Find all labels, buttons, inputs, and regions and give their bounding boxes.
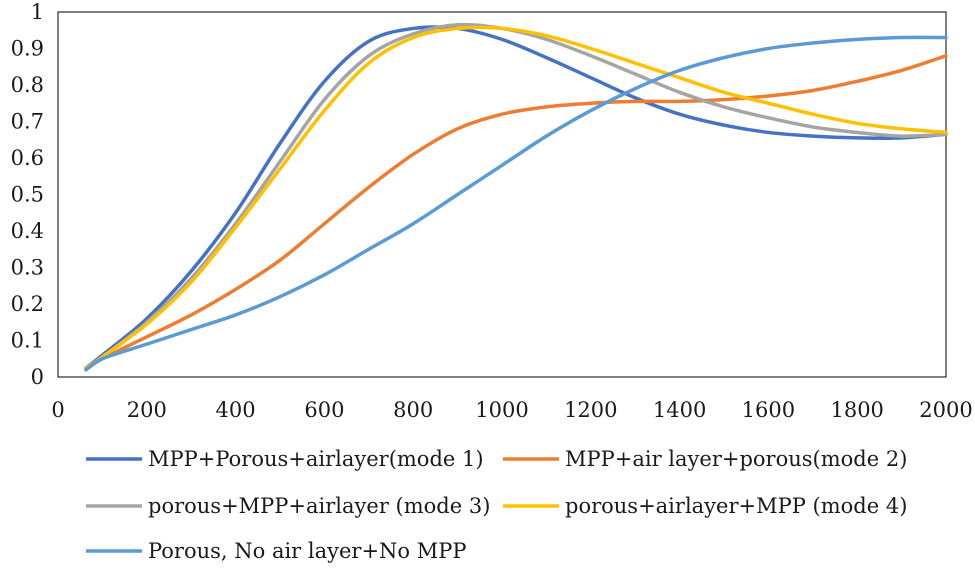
y-tick-label: 0.7 [11,110,44,134]
series-line-2 [84,54,948,372]
x-axis-ticks: 0 200 400 600 800 1000 1200 1400 1600 1800 2000 [51,398,972,422]
y-tick-label: 0.5 [11,183,44,207]
legend: MPP+Porous+airlayer(mode 1) MPP+air layer… [86,447,907,563]
x-tick-label: 1000 [475,398,528,422]
series-layer [84,22,948,372]
y-tick-label: 1 [31,0,44,24]
legend-label-5: Porous, No air layer+No MPP [148,539,467,563]
legend-label-1: MPP+Porous+airlayer(mode 1) [148,447,484,471]
y-tick-label: 0.2 [11,292,44,316]
y-axis-ticks: 0 0.1 0.2 0.3 0.4 0.5 0.6 0.7 0.8 0.9 1 [11,0,44,389]
y-tick-label: 0 [31,365,44,389]
x-tick-label: 800 [393,398,433,422]
x-tick-label: 600 [304,398,344,422]
x-tick-label: 0 [51,398,64,422]
y-tick-label: 0.4 [11,219,44,243]
legend-label-2: MPP+air layer+porous(mode 2) [565,447,907,471]
legend-label-3: porous+MPP+airlayer (mode 3) [148,494,490,518]
y-tick-label: 0.9 [11,37,44,61]
y-tick-label: 0.6 [11,146,44,170]
y-tick-label: 0.8 [11,73,44,97]
x-tick-label: 1600 [742,398,795,422]
x-tick-label: 1400 [653,398,706,422]
series-line-1 [84,25,948,370]
x-tick-label: 1800 [830,398,883,422]
y-tick-label: 0.3 [11,256,44,280]
x-tick-label: 2000 [919,398,972,422]
series-line-4 [84,25,948,370]
series-line-5 [84,35,948,372]
x-tick-label: 1200 [564,398,617,422]
series-line-3 [84,22,948,370]
x-tick-label: 400 [216,398,256,422]
plot-area-frame [57,11,947,378]
y-tick-label: 0.1 [11,329,44,353]
x-tick-label: 200 [127,398,167,422]
legend-label-4: porous+airlayer+MPP (mode 4) [565,494,907,518]
